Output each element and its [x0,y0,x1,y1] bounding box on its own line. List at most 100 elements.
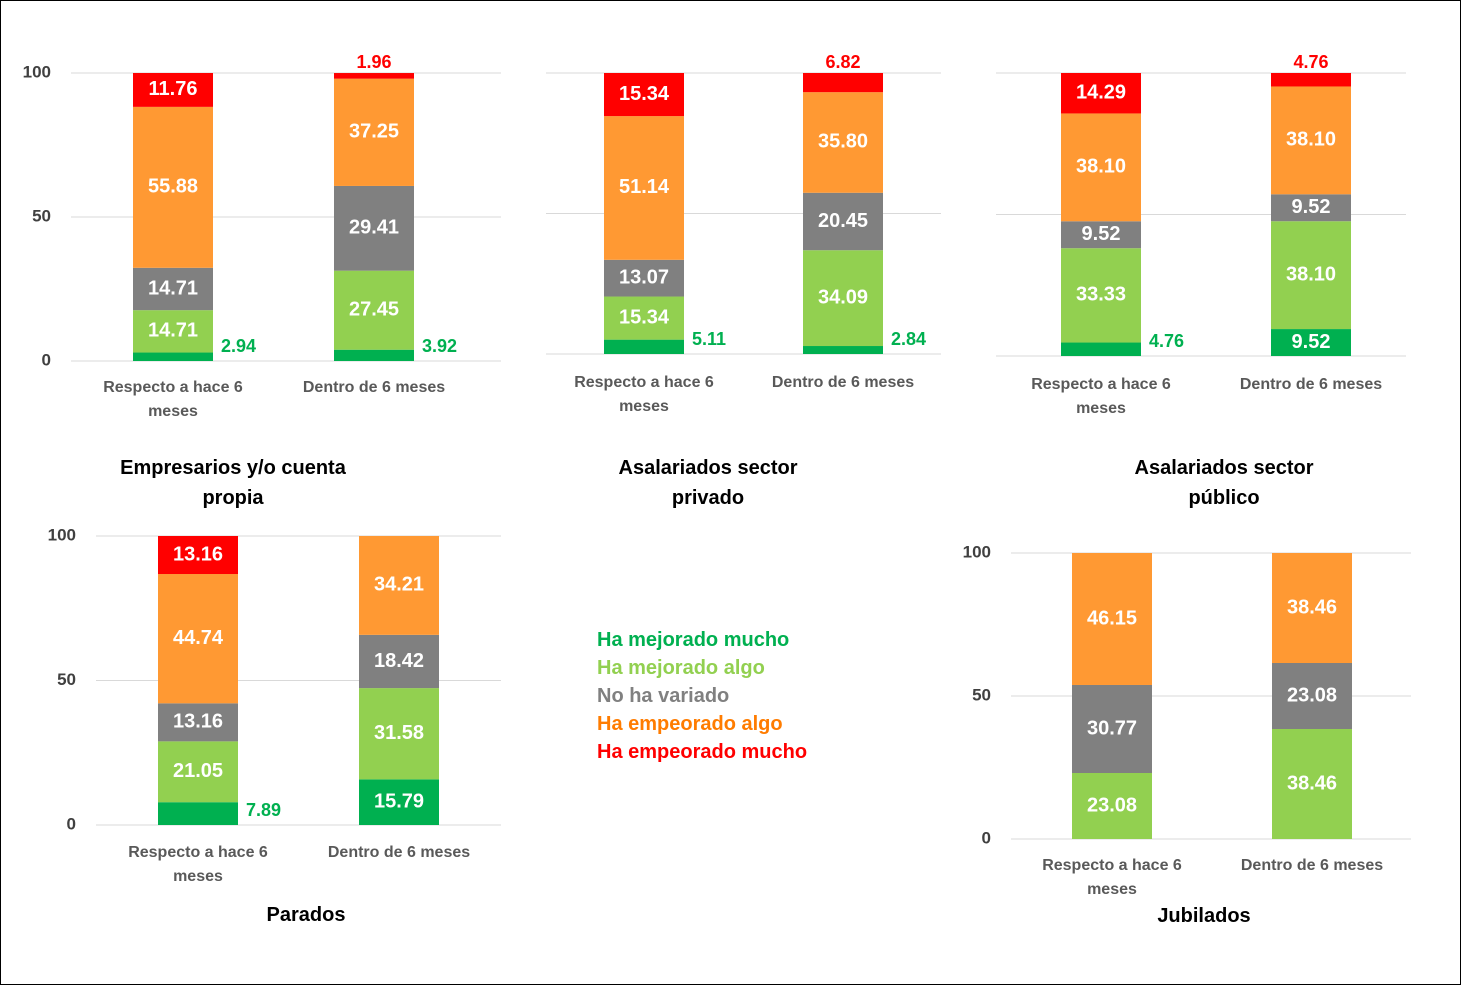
bar-segment [133,352,213,361]
bar-segment [133,267,213,311]
data-label: 9.52 [1082,223,1121,245]
data-label: 13.16 [173,543,223,565]
chart-title: Asalariados sector privado [618,457,798,509]
y-tick-label: 100 [963,542,991,561]
data-label: 38.46 [1287,596,1337,618]
y-tick-label: 0 [42,350,51,369]
bar-segment [1272,662,1352,730]
bar-segment [359,779,439,825]
bar-segment [359,634,439,689]
x-tick-label: Dentro de 6 meses [1240,857,1384,874]
bar-segment [604,339,684,354]
data-label: 3.92 [422,336,457,356]
x-tick-label: Dentro de 6 meses [771,374,915,391]
data-label: 31.58 [374,722,424,744]
bar-segment [1271,73,1351,87]
data-label: 2.94 [221,336,256,356]
data-label: 23.08 [1287,684,1337,706]
data-label: 29.41 [349,217,399,239]
y-tick-label: 50 [32,206,51,225]
data-label: 7.89 [246,800,281,820]
bar-segment [803,192,883,251]
bar-segment [604,259,684,297]
bar-segment [158,574,238,704]
data-label: 21.05 [173,760,223,782]
legend-entry: Ha mejorado algo [597,657,765,679]
x-tick-label: Respecto a hace 6 meses [103,379,243,420]
bar-segment [334,78,414,186]
data-label: 30.77 [1087,717,1137,739]
x-tick-label: Respecto a hace 6 meses [1031,376,1171,417]
x-tick-label: Dentro de 6 meses [1239,376,1383,393]
y-tick-label: 0 [982,828,991,847]
bar-segment [1061,221,1141,249]
bar-segment [1061,113,1141,222]
chart-title: Jubilados [1157,905,1251,927]
bar-segment [1072,772,1152,839]
data-label: 20.45 [818,210,868,232]
data-label: 55.88 [148,176,198,198]
data-label: 13.16 [173,711,223,733]
data-label: 9.52 [1292,196,1331,218]
bar-segment [1061,248,1141,343]
bar-segment [1272,729,1352,839]
x-tick-label: Dentro de 6 meses [302,379,446,396]
chart-title: Empresarios y/o cuenta propia [120,457,346,509]
data-label: 14.71 [148,320,198,342]
data-label: 23.08 [1087,794,1137,816]
data-label: 11.76 [149,78,198,100]
data-label: 38.10 [1076,156,1126,178]
bar-segment [1072,553,1152,685]
data-label: 14.71 [148,277,198,299]
data-label: 44.74 [173,627,224,649]
data-label: 4.76 [1149,331,1184,351]
bar-segment [604,73,684,117]
data-label: 9.52 [1292,331,1331,353]
data-label: 38.10 [1286,263,1336,285]
data-label: 35.80 [818,131,868,153]
x-tick-label: Respecto a hace 6 meses [1042,857,1182,898]
data-label: 46.15 [1087,607,1137,629]
data-label: 15.34 [619,83,670,105]
bar-segment [1272,553,1352,663]
data-label: 13.07 [619,266,669,288]
y-tick-label: 100 [48,525,76,544]
bar-segment [1271,221,1351,330]
data-label: 15.79 [374,790,424,812]
data-label: 34.09 [818,286,868,308]
bar-segment [334,73,414,79]
data-label: 34.21 [374,574,424,596]
bar-segment [133,73,213,107]
data-label: 38.46 [1287,772,1337,794]
chart-title: Asalariados sector público [1134,457,1314,509]
bar-segment [803,250,883,347]
legend-entry: Ha mejorado mucho [597,629,790,651]
bar-segment [133,310,213,353]
data-label: 51.14 [619,176,670,198]
bar-segment [1072,684,1152,773]
x-tick-label: Respecto a hace 6 meses [128,844,268,885]
chart-title: Parados [266,904,346,926]
bar-segment [1271,194,1351,222]
bar-segment [158,802,238,825]
bar-segment [1271,329,1351,356]
bar-segment [334,270,414,350]
data-label: 33.33 [1076,284,1126,306]
data-label: 4.76 [1293,52,1328,72]
data-label: 15.34 [619,306,670,328]
bar-segment [359,536,439,635]
bar-segment [604,116,684,260]
bar-segment [359,688,439,780]
bar-segment [803,346,883,354]
data-label: 27.45 [349,298,399,320]
x-tick-label: Respecto a hace 6 meses [574,374,714,415]
bar-segment [1061,73,1141,114]
bar-segment [158,703,238,742]
bar-segment [334,185,414,271]
data-label: 5.11 [692,329,726,349]
data-label: 1.96 [356,52,391,72]
bar-segment [604,296,684,340]
data-label: 38.10 [1286,129,1336,151]
